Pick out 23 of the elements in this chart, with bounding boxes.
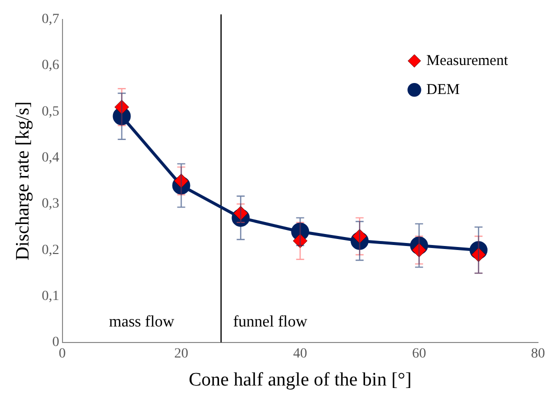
annotation: mass flow	[109, 314, 175, 331]
y-tick-label: 0,5	[42, 104, 60, 120]
x-axis-title: Cone half angle of the bin [°]	[188, 370, 412, 391]
y-tick-label: 0,2	[42, 242, 60, 258]
x-tick-label: 40	[293, 346, 308, 362]
y-tick-label: 0,6	[42, 58, 60, 74]
y-tick-label: 0,3	[42, 196, 60, 212]
point	[471, 247, 486, 262]
point	[412, 242, 426, 258]
y-tick-label: 0,7	[42, 12, 60, 28]
x-tick-label: 80	[531, 346, 545, 362]
y-axis-title: Discharge rate [kg/s]	[12, 101, 34, 260]
y-tick-label: 0,1	[42, 288, 60, 304]
legend-label: Measurement	[426, 52, 509, 69]
point	[292, 234, 308, 248]
point	[352, 229, 367, 244]
x-tick-label: 60	[412, 346, 426, 362]
point	[114, 100, 130, 114]
y-tick-label: 0	[52, 335, 60, 350]
y-tick-label: 0,4	[42, 150, 60, 166]
annotation: funnel flow	[233, 314, 308, 331]
legend-label: DEM	[426, 82, 460, 98]
x-tick-label: 20	[174, 346, 188, 362]
